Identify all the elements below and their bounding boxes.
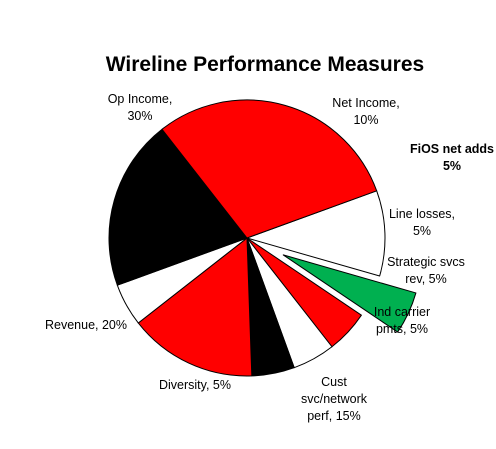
chart-title: Wireline Performance Measures: [106, 53, 424, 76]
slice-label-strategic-svcs: Strategic svcs rev, 5%: [387, 255, 465, 286]
slice-label-op-income: Op Income, 30%: [108, 92, 173, 123]
pie-slice-fios-net-adds: [282, 254, 417, 333]
slice-label-line-losses: Line losses, 5%: [389, 207, 455, 238]
slice-label-cust: Cust svc/network perf, 15%: [301, 375, 368, 423]
slice-label-revenue: Revenue, 20%: [45, 318, 127, 332]
slice-label-fios-net-adds: FiOS net adds 5%: [410, 142, 494, 173]
pie-slice-net-income: [246, 190, 386, 277]
pie-slices: [108, 99, 417, 377]
pie-labels: Net Income, 10% FiOS net adds 5% Line losses…: [45, 92, 494, 423]
slice-label-net-income: Net Income, 10%: [332, 96, 399, 127]
slice-label-ind-carrier: Ind carrier pmts, 5%: [374, 305, 430, 336]
pie-slice-op-income: [161, 99, 378, 239]
slice-label-diversity: Diversity, 5%: [159, 378, 231, 392]
pie-slice-revenue: [108, 128, 248, 286]
pie-slice-cust: [137, 237, 253, 377]
